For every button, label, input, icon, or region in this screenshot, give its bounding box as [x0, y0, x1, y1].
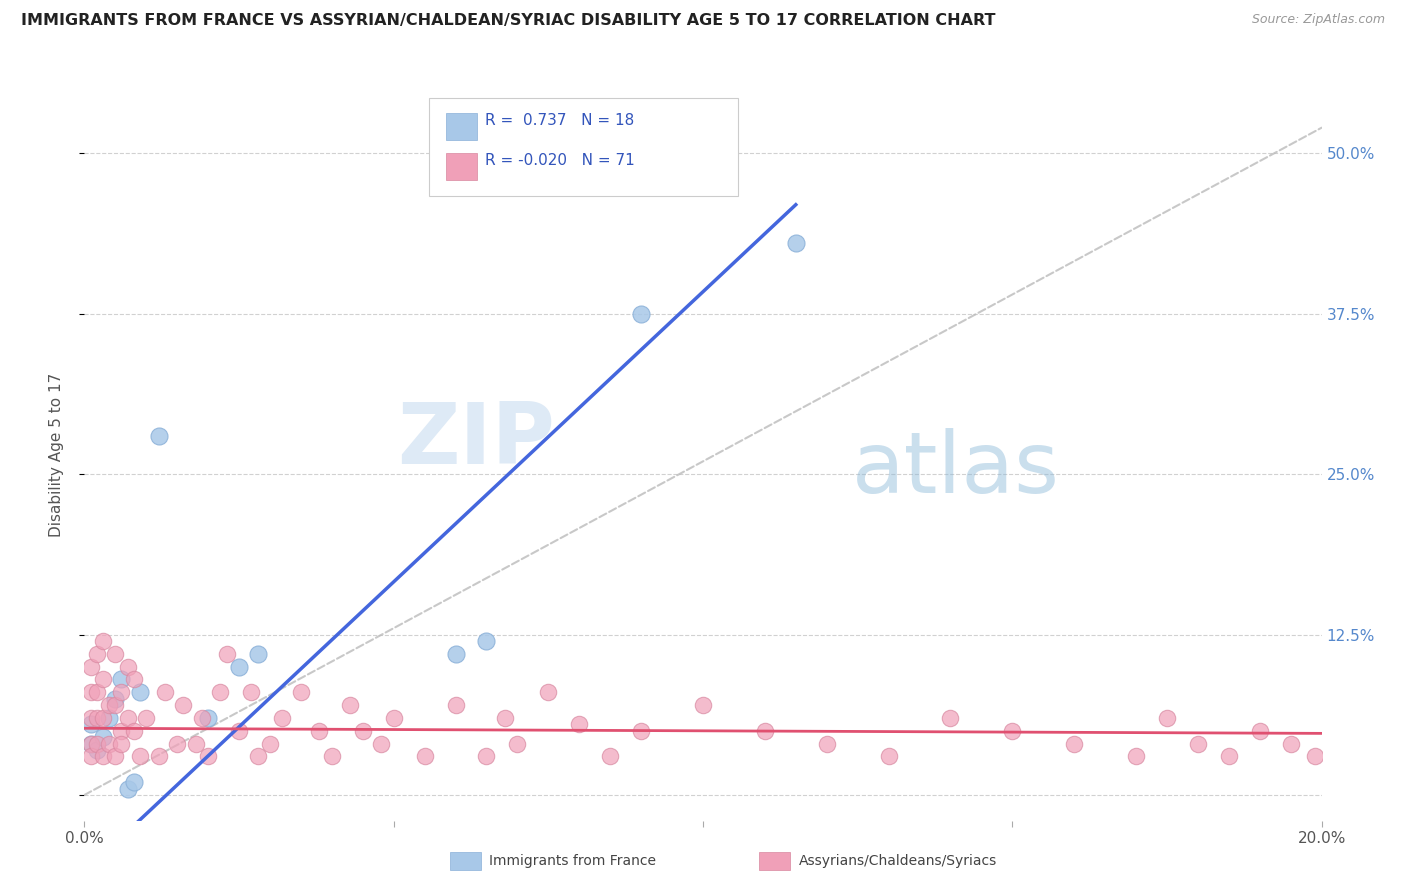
Point [166, 737, 188, 751]
Y-axis label: Disability Age 5 to 17: Disability Age 5 to 17 [49, 373, 63, 537]
Point [86, 647, 108, 661]
Point [630, 723, 652, 738]
Point [1125, 749, 1147, 764]
Text: atlas: atlas [852, 428, 1060, 511]
Text: Source: ZipAtlas.com: Source: ZipAtlas.com [1251, 13, 1385, 27]
Point [117, 659, 139, 673]
Point [599, 749, 621, 764]
Point [117, 781, 139, 796]
Point [197, 711, 219, 725]
Point [79, 737, 101, 751]
Point [382, 711, 405, 725]
Point [1063, 737, 1085, 751]
Point [79, 685, 101, 699]
Point [321, 749, 343, 764]
Point [91, 749, 114, 764]
Point [91, 730, 114, 744]
Point [79, 717, 101, 731]
Text: ZIP: ZIP [396, 399, 554, 482]
Text: Assyrians/Chaldeans/Syriacs: Assyrians/Chaldeans/Syriacs [799, 854, 997, 868]
Point [104, 698, 127, 713]
Text: Immigrants from France: Immigrants from France [489, 854, 657, 868]
Point [228, 723, 250, 738]
Point [246, 647, 269, 661]
Point [104, 749, 127, 764]
Point [246, 749, 269, 764]
Point [98, 698, 121, 713]
Point [815, 737, 838, 751]
Point [215, 647, 238, 661]
Point [172, 698, 194, 713]
Point [110, 673, 132, 687]
Point [129, 749, 152, 764]
Point [259, 737, 281, 751]
Point [110, 737, 132, 751]
Point [122, 673, 145, 687]
Point [568, 717, 591, 731]
Point [444, 698, 467, 713]
Point [877, 749, 900, 764]
Text: IMMIGRANTS FROM FRANCE VS ASSYRIAN/CHALDEAN/SYRIAC DISABILITY AGE 5 TO 17 CORREL: IMMIGRANTS FROM FRANCE VS ASSYRIAN/CHALD… [21, 13, 995, 29]
Point [352, 723, 374, 738]
Point [91, 634, 114, 648]
Point [91, 711, 114, 725]
Point [79, 659, 101, 673]
Point [1279, 737, 1302, 751]
Point [184, 737, 207, 751]
Point [1249, 723, 1271, 738]
Point [506, 737, 529, 751]
Point [104, 691, 127, 706]
Text: R =  0.737   N = 18: R = 0.737 N = 18 [485, 113, 634, 128]
Text: R = -0.020   N = 71: R = -0.020 N = 71 [485, 153, 636, 169]
Point [494, 711, 516, 725]
Point [79, 749, 101, 764]
Point [290, 685, 312, 699]
Point [98, 711, 121, 725]
Point [537, 685, 560, 699]
Point [228, 659, 250, 673]
Point [939, 711, 962, 725]
Point [110, 685, 132, 699]
Point [148, 749, 170, 764]
Point [153, 685, 176, 699]
Point [1156, 711, 1178, 725]
Point [475, 749, 498, 764]
Point [135, 711, 157, 725]
Point [271, 711, 294, 725]
Point [91, 673, 114, 687]
Point [1305, 749, 1327, 764]
Point [444, 647, 467, 661]
Point [104, 647, 127, 661]
Point [110, 723, 132, 738]
Point [339, 698, 361, 713]
Point [197, 749, 219, 764]
Point [86, 685, 108, 699]
Point [191, 711, 214, 725]
Point [413, 749, 436, 764]
Point [1187, 737, 1209, 751]
Point [209, 685, 232, 699]
Point [308, 723, 330, 738]
Point [1001, 723, 1024, 738]
Point [785, 236, 807, 251]
Point [79, 711, 101, 725]
Point [1218, 749, 1240, 764]
Point [122, 775, 145, 789]
Point [754, 723, 776, 738]
Point [86, 711, 108, 725]
Point [122, 723, 145, 738]
Point [240, 685, 263, 699]
Point [692, 698, 714, 713]
Point [475, 634, 498, 648]
Point [117, 711, 139, 725]
Point [370, 737, 392, 751]
Point [79, 737, 101, 751]
Point [129, 685, 152, 699]
Point [86, 743, 108, 757]
Point [98, 737, 121, 751]
Point [148, 428, 170, 442]
Point [630, 307, 652, 321]
Point [86, 737, 108, 751]
